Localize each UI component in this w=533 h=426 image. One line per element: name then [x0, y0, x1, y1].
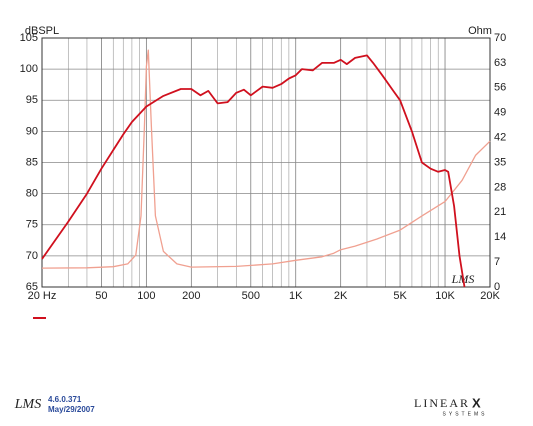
x-tick-label: 200	[182, 290, 200, 302]
y2-tick-label: 0	[494, 281, 500, 293]
x-tick-label: 500	[242, 290, 260, 302]
version: 4.6.0.371	[48, 395, 82, 404]
y2-tick-label: 7	[494, 256, 500, 268]
y-tick-label: 65	[26, 281, 38, 293]
y2-tick-label: 42	[494, 132, 506, 144]
y-tick-label: 85	[26, 156, 38, 168]
y-axis-label: dBSPL	[25, 25, 59, 37]
x-tick-label: 1K	[289, 290, 303, 302]
y2-tick-label: 14	[494, 231, 506, 243]
x-tick-label: 10K	[435, 290, 455, 302]
app-logo: LMS	[14, 397, 41, 412]
series-line	[41, 54, 466, 288]
y2-tick-label: 28	[494, 181, 506, 193]
y-tick-label: 95	[26, 94, 38, 106]
x-tick-label: 20 Hz	[28, 290, 57, 302]
x-tick-label: 20K	[480, 290, 500, 302]
y2-tick-label: 35	[494, 156, 506, 168]
x-tick-label: 5K	[393, 290, 407, 302]
brand-sub: SYSTEMS	[443, 411, 488, 417]
y-tick-label: 80	[26, 188, 38, 200]
y-tick-label: 70	[26, 250, 38, 262]
y2-tick-label: 21	[494, 206, 506, 218]
brand: LINEAR	[414, 396, 470, 410]
date: May/29/2007	[48, 405, 95, 414]
brand-mark: X	[472, 395, 481, 410]
y2-tick-label: 49	[494, 107, 506, 119]
x-tick-label: 50	[95, 290, 107, 302]
y-tick-label: 105	[20, 32, 38, 44]
plot-frame	[41, 37, 491, 288]
y-tick-label: 90	[26, 125, 38, 137]
series-line	[41, 49, 491, 269]
y2-tick-label: 63	[494, 57, 506, 69]
x-tick-label: 2K	[334, 290, 348, 302]
y2-tick-label: 56	[494, 82, 506, 94]
y2-tick-label: 70	[494, 32, 506, 44]
y-tick-label: 100	[20, 63, 38, 75]
x-tick-label: 100	[137, 290, 155, 302]
y2-axis-label: Ohm	[468, 25, 492, 37]
y-tick-label: 75	[26, 219, 38, 231]
